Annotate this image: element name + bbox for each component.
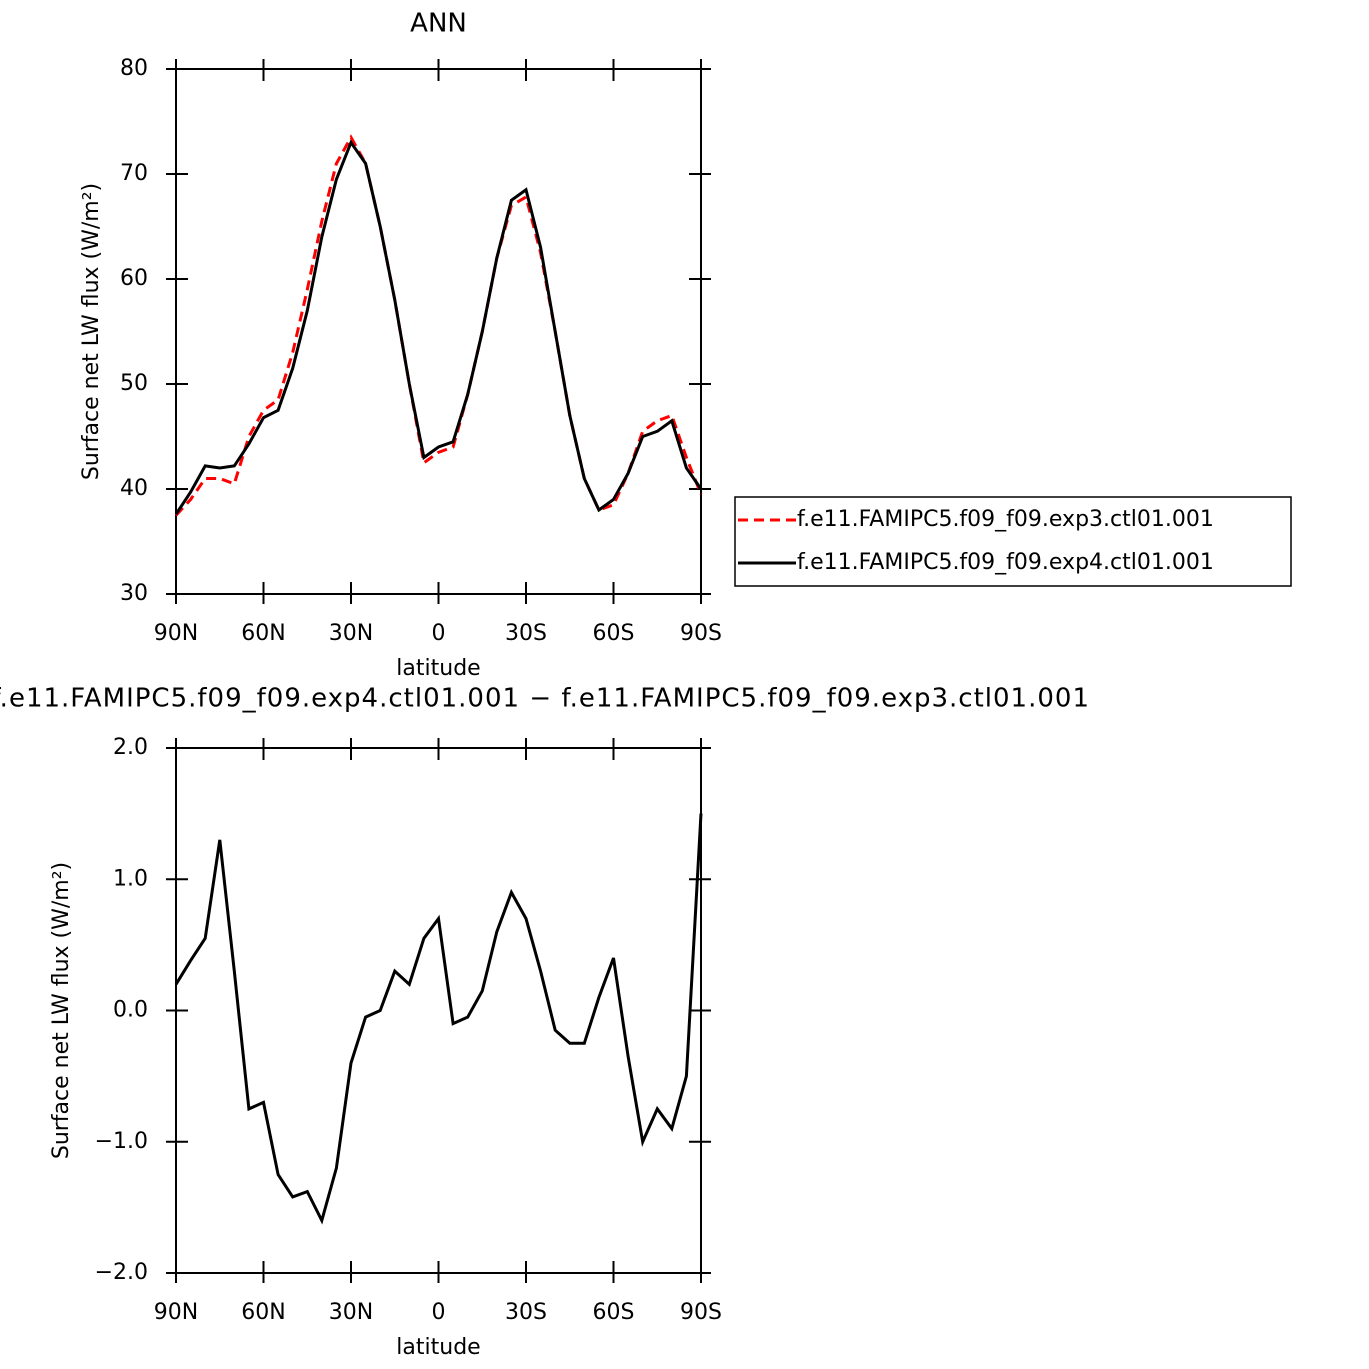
x-tick-label: 60N [241,1300,285,1325]
y-tick-label: 60 [120,266,148,291]
x-tick-label: 90S [680,1300,722,1325]
x-tick-label: 60S [593,621,635,646]
x-tick-label: 90N [154,1300,198,1325]
y-tick-label: 2.0 [113,735,148,760]
y-tick-label: 30 [120,581,148,606]
y-tick-label: −1.0 [95,1129,148,1154]
x-tick-label: 30N [329,621,373,646]
data-line [174,813,703,1225]
y-axis-label: Surface net LW flux (W/m²) [49,862,74,1159]
y-tick-label: −2.0 [95,1260,148,1285]
y-tick-label: 70 [120,161,148,186]
chart-title: f.e11.FAMIPC5.f09_f09.exp4.ctl01.001 − f… [0,684,1090,714]
x-axis-label: latitude [396,656,480,681]
legend-label: f.e11.FAMIPC5.f09_f09.exp4.ctl01.001 [797,550,1214,575]
y-tick-label: 80 [120,56,148,81]
data-line [174,134,703,517]
y-tick-label: 50 [120,371,148,396]
y-tick-label: 1.0 [113,866,148,891]
y-axis-label: Surface net LW flux (W/m²) [79,183,104,480]
y-tick-label: 40 [120,476,148,501]
x-tick-label: 0 [432,621,446,646]
legend-label: f.e11.FAMIPC5.f09_f09.exp3.ctl01.001 [797,507,1214,532]
x-tick-label: 30S [505,621,547,646]
chart-title: ANN [410,9,467,39]
data-line [174,139,703,516]
x-tick-label: 90S [680,621,722,646]
plot-frame [175,68,702,595]
x-axis-label: latitude [396,1335,480,1360]
x-tick-label: 60N [241,621,285,646]
x-tick-label: 90N [154,621,198,646]
x-tick-label: 30S [505,1300,547,1325]
x-tick-label: 0 [432,1300,446,1325]
x-tick-label: 30N [329,1300,373,1325]
y-tick-label: 0.0 [113,998,148,1023]
x-tick-label: 60S [593,1300,635,1325]
legend-box [734,496,1292,587]
